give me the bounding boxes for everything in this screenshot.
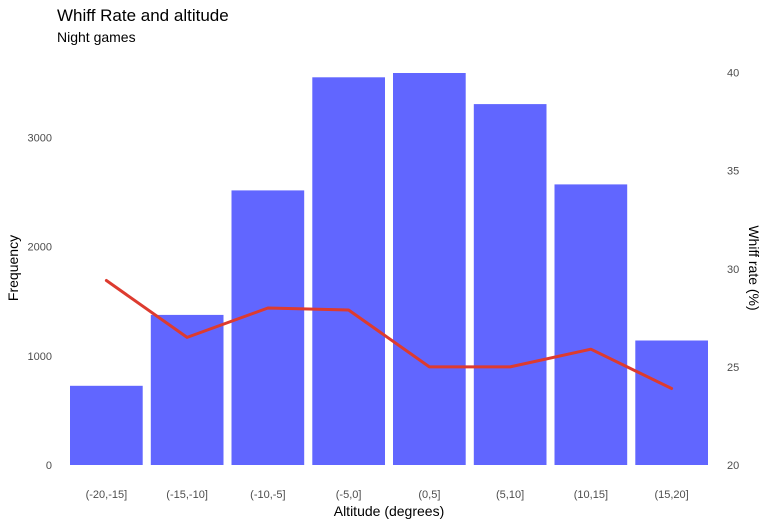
- right-axis-ticks: 20 25 30 35 40: [727, 68, 739, 473]
- y-tick-label: 2000: [28, 242, 52, 254]
- x-axis-title: Altitude (degrees): [334, 503, 445, 519]
- chart-subtitle: Night games: [57, 29, 136, 45]
- bar-group: [70, 73, 708, 466]
- whiff-line-group: [104, 279, 674, 390]
- x-tick-label: (0,5]: [418, 489, 440, 501]
- bar-8: [635, 340, 708, 465]
- y-tick-label: 1000: [28, 351, 52, 363]
- y2-tick-label: 25: [727, 362, 739, 374]
- y2-tick-label: 20: [727, 460, 739, 472]
- bar-7: [554, 184, 628, 465]
- y-tick-label: 3000: [28, 132, 52, 144]
- x-tick-label: (5,10]: [496, 489, 524, 501]
- y2-axis-title: Whiff rate (%): [746, 225, 762, 310]
- y2-tick-label: 35: [727, 166, 739, 178]
- bar-4: [312, 77, 385, 466]
- x-tick-label: (-10,-5]: [250, 489, 285, 501]
- x-tick-label: (-20,-15]: [86, 489, 128, 501]
- x-tick-label: (10,15]: [574, 489, 608, 501]
- x-tick-label: (-15,-10]: [166, 489, 208, 501]
- x-tick-label: (15,20]: [654, 489, 688, 501]
- bar-3: [231, 190, 305, 465]
- chart-title: Whiff Rate and altitude: [57, 6, 229, 25]
- bar-2: [150, 314, 224, 465]
- bar-1: [70, 385, 143, 465]
- bar-5: [393, 73, 466, 465]
- x-axis-ticks: (-20,-15] (-15,-10] (-10,-5] (-5,0] (0,5] (5,…: [86, 489, 689, 501]
- y-tick-label: 0: [46, 460, 52, 472]
- y2-tick-label: 40: [727, 68, 739, 80]
- bar-6: [473, 104, 547, 465]
- y-axis-title: Frequency: [5, 235, 21, 301]
- left-axis-ticks: 0 1000 2000 3000: [28, 132, 52, 472]
- y2-tick-label: 30: [727, 264, 739, 276]
- x-tick-label: (-5,0]: [336, 489, 362, 501]
- whiff-rate-line: [104, 279, 674, 390]
